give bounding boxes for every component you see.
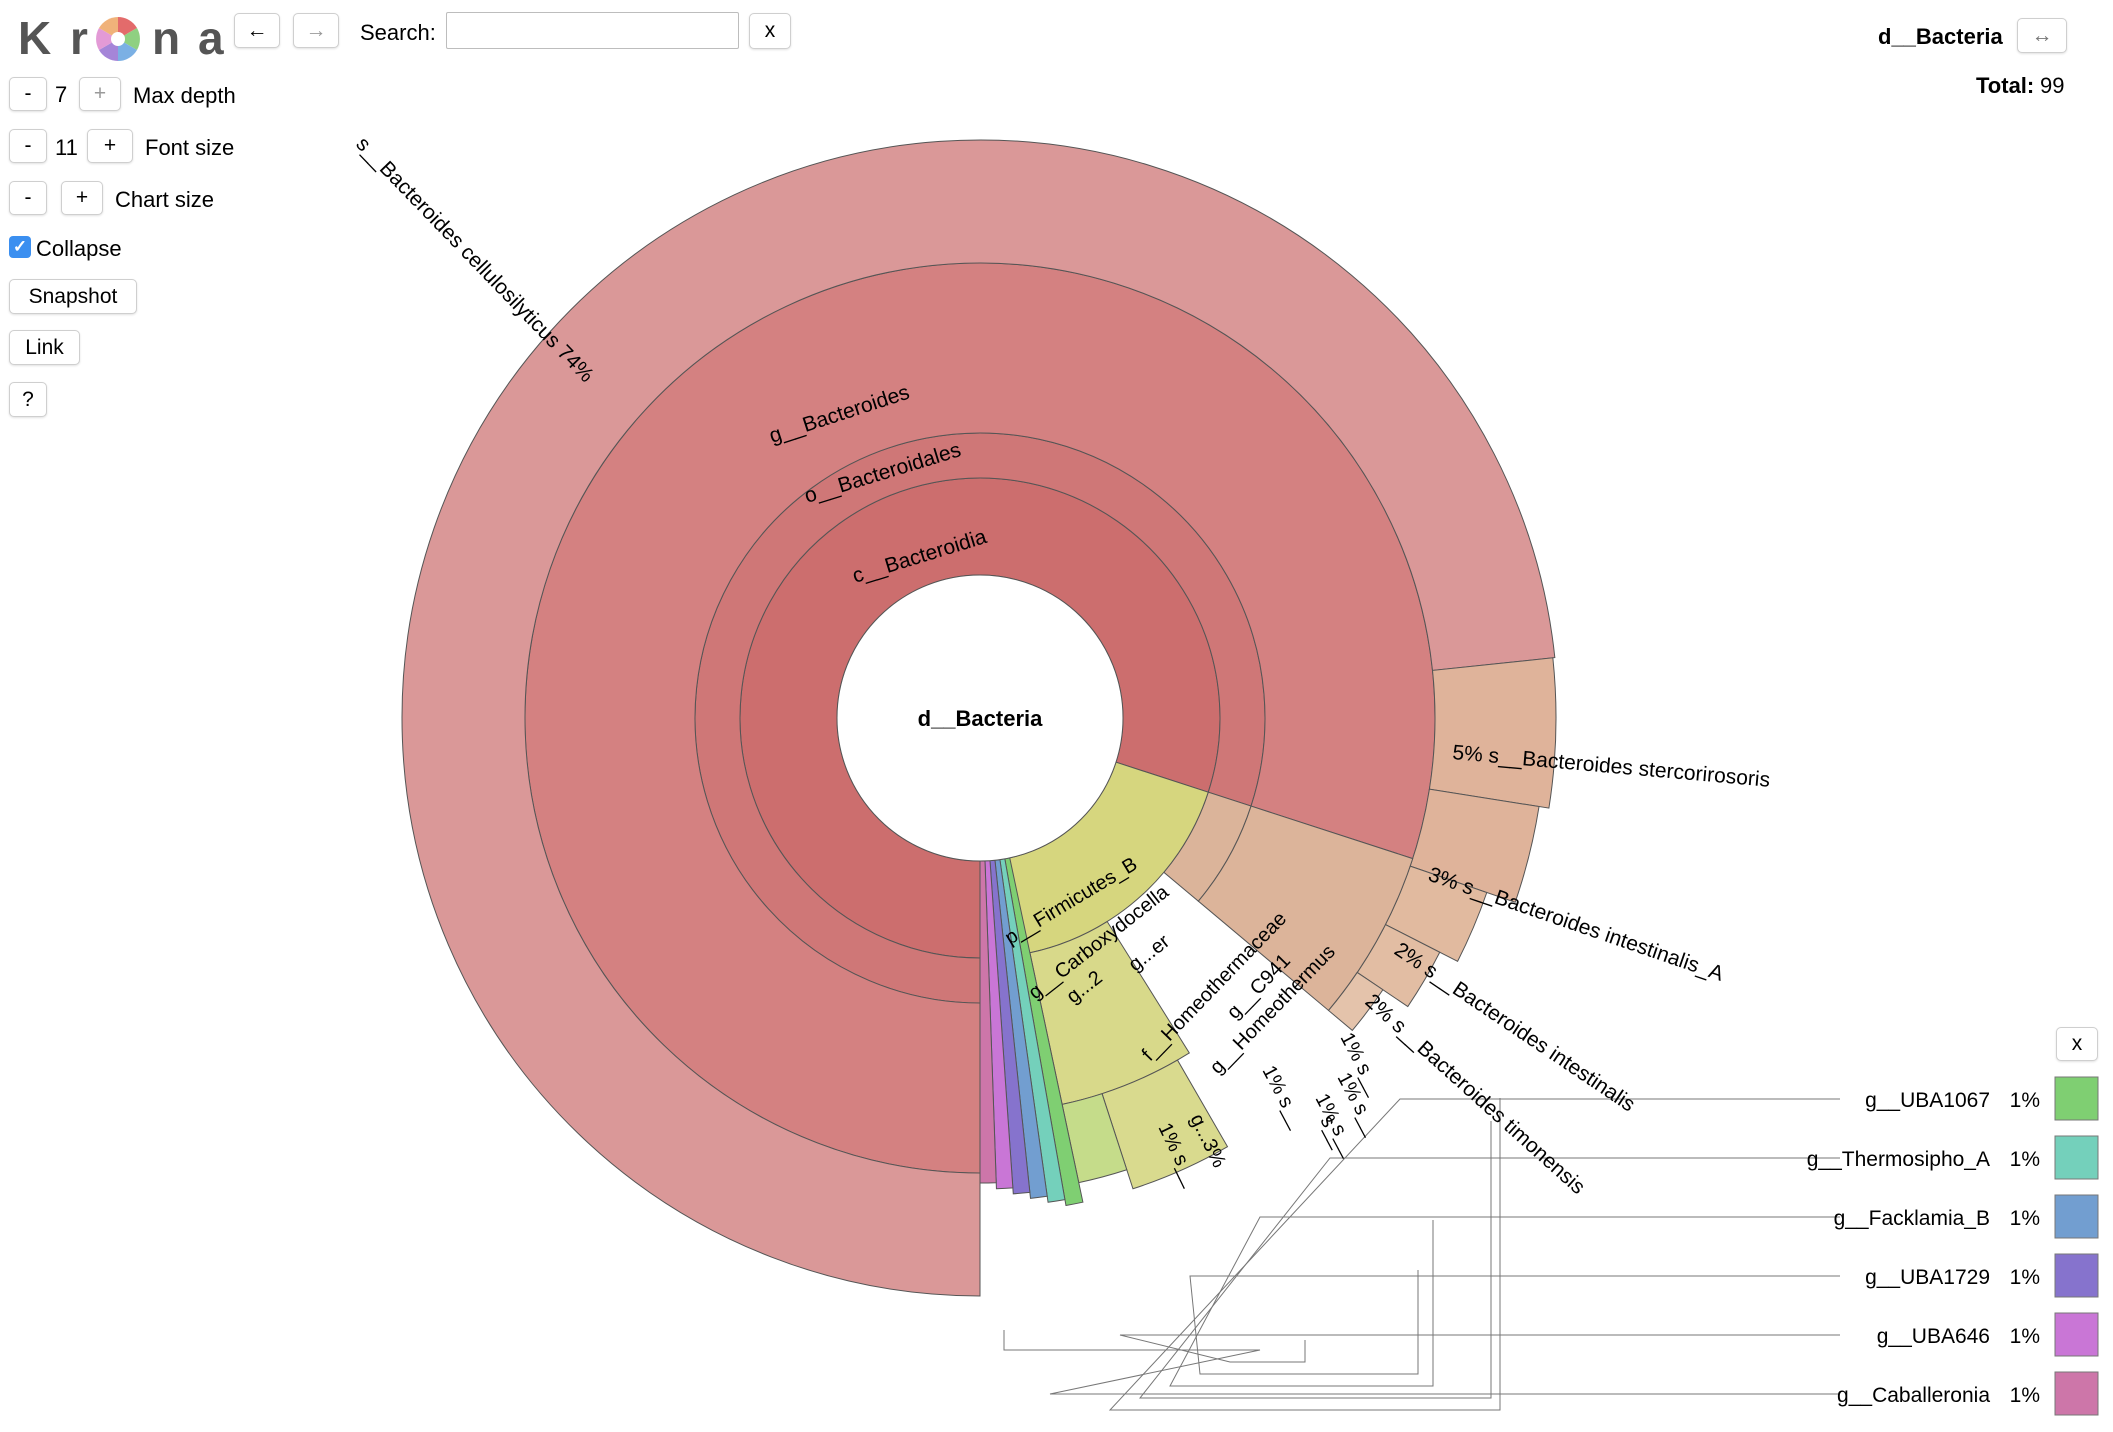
arrow-left-icon: ← [246,18,268,42]
search-input[interactable] [446,12,739,49]
chart-size-increase-button[interactable]: + [61,181,103,215]
logo-letter-k: K [18,12,52,64]
label-species-timonensis: 2% s__Bacteroides timonensis [1361,990,1590,1199]
collapse-checkbox[interactable]: ✓ [9,236,31,258]
key-swatch[interactable] [2054,1076,2099,1121]
link-button[interactable]: Link [9,330,80,365]
total-value: 99 [2040,73,2065,98]
checkmark-icon: ✓ [12,237,28,256]
key-connector-line [1108,1098,1840,1411]
label-small-species-3: 1% s__ [1258,1062,1309,1132]
key-connector-line [1119,1334,1840,1363]
max-depth-value: 7 [55,82,68,107]
key-label: g__Facklamia_B [1834,1207,1990,1230]
key-connector-line [1189,1270,1840,1375]
label-species-cellulosilyticus: s__Bacteroides cellulosilyticus 74% [351,132,598,386]
chart-size-label: Chart size [115,187,215,212]
key-close-button[interactable]: x [2056,1027,2098,1061]
key-percent: 1% [2010,1089,2040,1112]
logo-letter-r: r [70,12,88,64]
key-swatch[interactable] [2054,1253,2099,1298]
key-swatch[interactable] [2054,1194,2099,1239]
key-swatch[interactable] [2054,1312,2099,1357]
help-button[interactable]: ? [9,382,47,417]
logo-letter-a: a [198,12,224,64]
logo-letter-n: n [152,12,181,64]
key-label: g__Thermosipho_A [1807,1148,1990,1171]
font-size-value: 11 [55,135,78,160]
key-percent: 1% [2010,1148,2040,1171]
total-label: Total: [1976,73,2035,98]
key-swatch[interactable] [2054,1135,2099,1180]
key-connector-line [1138,1121,1840,1399]
max-depth-decrease-button[interactable]: - [9,77,47,111]
arrow-right-icon: → [305,18,327,42]
center-label: d__Bacteria [918,706,1044,731]
label-species-intestinalis: 2% s__Bacteroides intestinalis [1390,938,1639,1116]
key-percent: 1% [2010,1384,2040,1407]
krona-wheel-icon [96,17,140,61]
key-label: g__UBA1729 [1865,1266,1990,1289]
search-label: Search: [360,20,436,45]
snapshot-button[interactable]: Snapshot [9,279,137,314]
collapse-label: Collapse [36,236,122,261]
back-button[interactable]: ← [234,13,280,48]
max-depth-label: Max depth [133,83,236,108]
search-clear-button[interactable]: x [749,13,791,49]
key-connector-line [1003,1330,1840,1395]
chart-size-decrease-button[interactable]: - [9,181,47,215]
wedge-s-homeo-1[interactable] [1327,971,1384,1032]
key-percent: 1% [2010,1266,2040,1289]
wedge-s-bacteroides-stercorirosoris[interactable] [1428,657,1557,809]
max-depth-increase-button[interactable]: + [79,77,121,111]
key-label: g__UBA1067 [1865,1089,1990,1112]
wedge-s-bacteroides-cellulosilyticus[interactable] [401,139,1556,1297]
key-label: g__UBA646 [1877,1325,1990,1348]
font-size-increase-button[interactable]: + [87,129,133,163]
center-hole[interactable] [836,574,1124,862]
font-size-label: Font size [145,135,235,160]
forward-button[interactable]: → [293,13,339,48]
key-percent: 1% [2010,1207,2040,1230]
key-label: g__Caballeronia [1837,1384,1990,1407]
font-size-decrease-button[interactable]: - [9,129,47,163]
details-name: d__Bacteria [1878,24,2003,49]
swap-details-button[interactable]: ↔ [2017,18,2067,53]
swap-arrows-icon: ↔ [2031,23,2053,47]
label-g-er: g...er [1125,930,1175,976]
key-percent: 1% [2010,1325,2040,1348]
key-swatch[interactable] [2054,1371,2099,1416]
key-connector-line [1169,1216,1840,1387]
